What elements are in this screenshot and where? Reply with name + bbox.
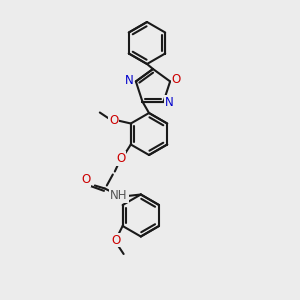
Text: NH: NH: [110, 189, 128, 202]
Text: N: N: [165, 96, 174, 109]
Text: N: N: [124, 74, 133, 87]
Text: O: O: [172, 73, 181, 86]
Text: O: O: [111, 233, 120, 247]
Text: O: O: [116, 152, 125, 165]
Text: O: O: [109, 114, 119, 127]
Text: O: O: [81, 173, 90, 186]
